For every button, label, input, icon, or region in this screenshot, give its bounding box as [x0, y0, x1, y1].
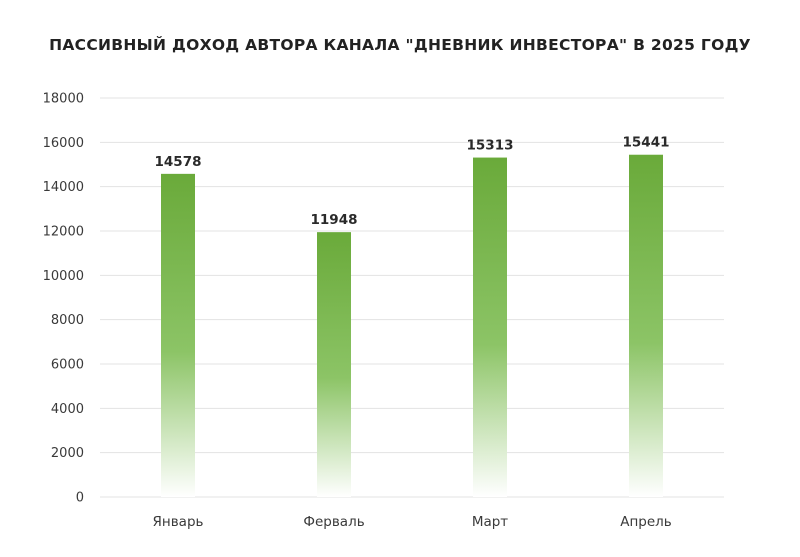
data-label: 15313 [467, 138, 514, 154]
y-tick-label: 12000 [43, 225, 84, 240]
bars [161, 154, 663, 498]
data-label: 14578 [155, 154, 202, 170]
bar [161, 173, 195, 497]
x-axis-categories: Январь Ферваль Март Апрель [153, 514, 672, 530]
y-tick-label: 18000 [43, 92, 84, 107]
bar [317, 232, 351, 498]
data-label: 15441 [623, 135, 670, 151]
bar [629, 154, 663, 498]
y-tick-label: 6000 [51, 358, 84, 373]
y-tick-label: 10000 [43, 269, 84, 284]
y-tick-label: 0 [76, 491, 84, 506]
y-axis-ticks: 0 2000 4000 6000 8000 10000 12000 14000 16000 180… [43, 92, 84, 506]
y-tick-label: 8000 [51, 313, 84, 328]
x-category-label: Ферваль [303, 514, 364, 530]
x-category-label: Март [472, 514, 508, 530]
x-category-label: Апрель [620, 514, 672, 530]
x-category-label: Январь [153, 514, 204, 530]
gridlines [100, 97, 724, 498]
y-tick-label: 14000 [43, 180, 84, 195]
bar [473, 157, 507, 497]
y-tick-label: 2000 [51, 446, 84, 461]
chart-title: ПАССИВНЫЙ ДОХОД АВТОРА КАНАЛА "ДНЕВНИК И… [49, 36, 751, 54]
data-label: 11948 [311, 212, 358, 228]
data-labels: 14578 11948 15313 15441 [155, 135, 670, 228]
y-tick-label: 4000 [51, 402, 84, 417]
y-tick-label: 16000 [43, 136, 84, 151]
